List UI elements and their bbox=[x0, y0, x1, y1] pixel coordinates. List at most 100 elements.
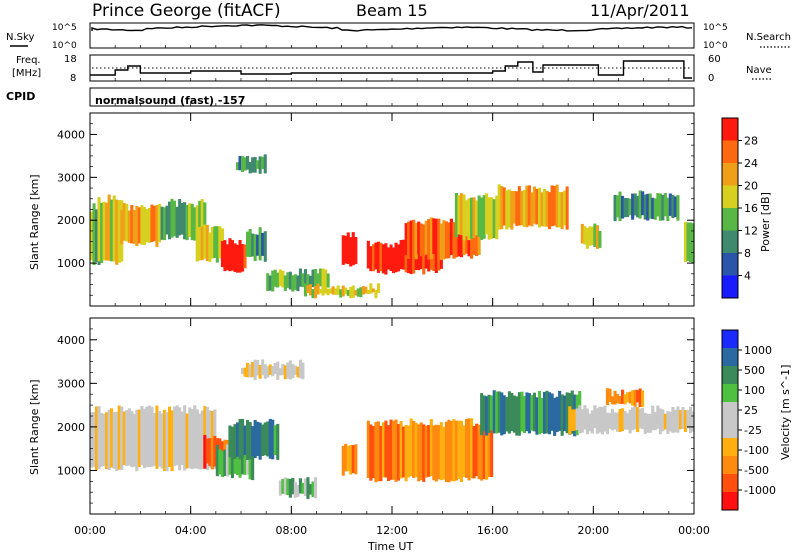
heatmap-cell bbox=[326, 288, 330, 296]
heatmap-cell bbox=[155, 405, 159, 469]
heatmap-cell bbox=[188, 407, 192, 469]
heatmap-cell bbox=[241, 418, 245, 458]
nave-tick-low: 0 bbox=[708, 73, 714, 84]
heatmap-cell bbox=[608, 413, 612, 429]
heatmap-cell bbox=[671, 407, 675, 433]
heatmap-cell bbox=[610, 396, 614, 405]
heatmap-cell bbox=[142, 408, 146, 469]
heatmap-cell bbox=[407, 247, 411, 274]
heatmap-cell bbox=[475, 200, 479, 236]
colorbar-tick-label: 500 bbox=[744, 364, 765, 377]
heatmap-cell bbox=[271, 270, 275, 292]
noise-sky-line bbox=[91, 24, 693, 32]
heatmap-cell bbox=[550, 393, 554, 431]
heatmap-cell bbox=[427, 425, 431, 477]
heatmap-cell bbox=[482, 424, 486, 480]
heatmap-cell bbox=[286, 272, 290, 288]
heatmap-cell bbox=[457, 420, 461, 479]
y-tick-label: 1000 bbox=[57, 464, 85, 477]
heatmap-cell bbox=[540, 192, 544, 227]
heatmap-cell bbox=[165, 412, 169, 472]
date-label: 11/Apr/2011 bbox=[590, 1, 690, 20]
heatmap-cell bbox=[346, 446, 350, 472]
velocity-colorbar-label: Velocity [m s^-1] bbox=[779, 365, 792, 460]
heatmap-cell bbox=[293, 274, 297, 290]
colorbar-segment bbox=[722, 140, 738, 164]
heatmap-cell bbox=[515, 191, 519, 226]
heatmap-cell bbox=[633, 193, 637, 216]
heatmap-cell bbox=[296, 275, 300, 292]
power-ylabel: Slant Range [km] bbox=[28, 174, 41, 270]
heatmap-cell bbox=[472, 426, 476, 479]
heatmap-cell bbox=[120, 406, 124, 470]
heatmap-cell bbox=[288, 360, 292, 380]
y-tick-label: 2000 bbox=[57, 214, 85, 227]
heatmap-cell bbox=[200, 226, 204, 261]
heatmap-cell bbox=[376, 283, 380, 293]
heatmap-cell bbox=[263, 231, 267, 262]
heatmap-cell bbox=[419, 422, 423, 481]
heatmap-cell bbox=[203, 435, 207, 469]
heatmap-cell bbox=[497, 184, 501, 230]
heatmap-cell bbox=[115, 411, 119, 471]
heatmap-cell bbox=[92, 412, 96, 467]
heatmap-cell bbox=[281, 270, 285, 288]
heatmap-cell bbox=[681, 407, 685, 430]
heatmap-cell bbox=[155, 205, 159, 247]
x-tick-label: 20:00 bbox=[577, 524, 609, 537]
heatmap-cell bbox=[417, 221, 421, 255]
heatmap-cell bbox=[605, 412, 609, 435]
x-tick-label: 04:00 bbox=[175, 524, 207, 537]
heatmap-cell bbox=[130, 410, 134, 468]
heatmap-cell bbox=[538, 391, 542, 435]
heatmap-cell bbox=[387, 425, 391, 481]
nave-label: Nave bbox=[746, 65, 772, 76]
heatmap-cell bbox=[102, 413, 106, 467]
heatmap-cell bbox=[480, 197, 484, 240]
heatmap-cell bbox=[168, 406, 172, 467]
heatmap-cell bbox=[633, 389, 637, 407]
heatmap-cell bbox=[130, 205, 134, 244]
heatmap-cell bbox=[283, 275, 287, 291]
heatmap-cell bbox=[588, 413, 592, 432]
heatmap-cell bbox=[580, 409, 584, 433]
heatmap-cell bbox=[618, 396, 622, 404]
heatmap-cell bbox=[578, 405, 582, 434]
colorbar-segment bbox=[722, 230, 738, 254]
heatmap-cell bbox=[520, 191, 524, 226]
cpid-label: CPID bbox=[6, 90, 35, 103]
heatmap-cell bbox=[636, 195, 640, 218]
velocity-colorbar: 1000 500 100 25 -25 -100 -500 -1000 bbox=[721, 329, 776, 511]
heatmap-cell bbox=[256, 360, 260, 376]
heatmap-cell bbox=[132, 413, 136, 467]
heatmap-cell bbox=[271, 366, 275, 377]
heatmap-cell bbox=[407, 425, 411, 478]
heatmap-cell bbox=[170, 198, 174, 238]
heatmap-cell bbox=[429, 419, 433, 477]
heatmap-cell bbox=[673, 196, 677, 218]
heatmap-cell bbox=[648, 193, 652, 219]
heatmap-cell bbox=[278, 269, 282, 286]
heatmap-cell bbox=[195, 409, 199, 469]
heatmap-cell bbox=[256, 234, 260, 256]
heatmap-cell bbox=[344, 287, 348, 295]
freq-label: Freq. bbox=[16, 55, 41, 66]
heatmap-cell bbox=[412, 245, 416, 274]
heatmap-cell bbox=[120, 209, 124, 245]
heatmap-cell bbox=[344, 443, 348, 472]
heatmap-cell bbox=[319, 289, 323, 294]
heatmap-cell bbox=[558, 192, 562, 228]
x-tick-label: 08:00 bbox=[275, 524, 307, 537]
colorbar-segment bbox=[722, 163, 738, 186]
heatmap-cell bbox=[112, 195, 116, 262]
heatmap-cell bbox=[613, 195, 617, 222]
heatmap-cell bbox=[341, 285, 345, 297]
heatmap-cell bbox=[570, 409, 574, 431]
heatmap-cell bbox=[303, 478, 307, 496]
heatmap-cell bbox=[666, 411, 670, 434]
heatmap-cell bbox=[306, 274, 310, 286]
heatmap-cell bbox=[203, 202, 207, 237]
y-tick-label: 1000 bbox=[57, 257, 85, 270]
heatmap-cell bbox=[178, 199, 182, 236]
heatmap-cell bbox=[621, 195, 625, 219]
